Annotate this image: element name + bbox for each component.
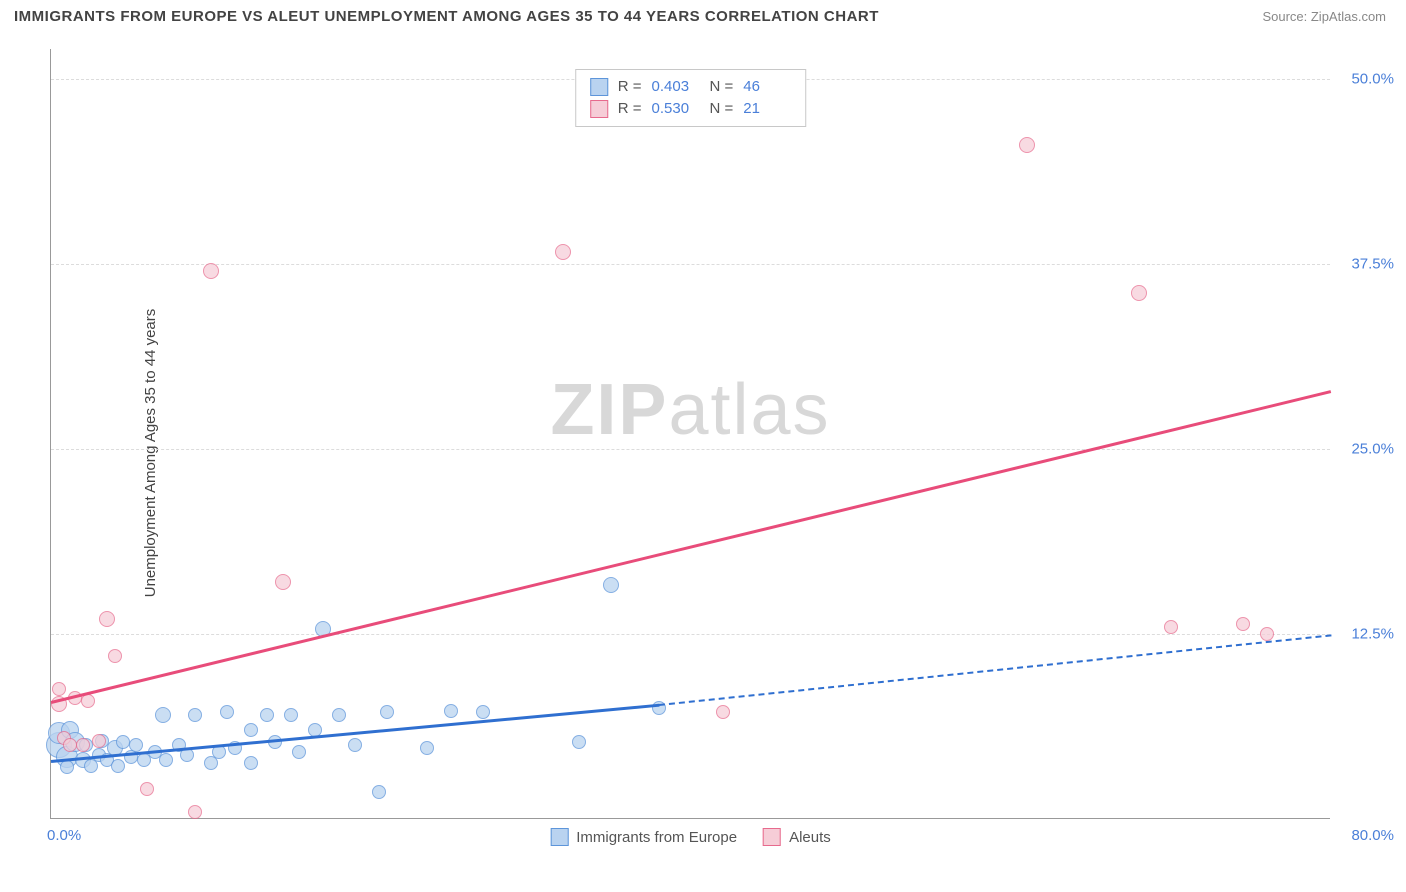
scatter-point bbox=[92, 734, 106, 748]
scatter-point bbox=[180, 748, 194, 762]
scatter-point bbox=[108, 649, 122, 663]
scatter-point bbox=[188, 805, 202, 819]
legend-label: Aleuts bbox=[789, 829, 831, 846]
plot-region: ZIPatlas 12.5%25.0%37.5%50.0%0.0%80.0%R … bbox=[50, 49, 1330, 819]
scatter-point bbox=[332, 708, 346, 722]
scatter-point bbox=[111, 759, 125, 773]
title-bar: IMMIGRANTS FROM EUROPE VS ALEUT UNEMPLOY… bbox=[0, 0, 1406, 29]
corr-n-value: 21 bbox=[743, 98, 791, 120]
scatter-point bbox=[203, 263, 219, 279]
corr-r-value: 0.530 bbox=[652, 98, 700, 120]
scatter-point bbox=[155, 707, 171, 723]
watermark: ZIPatlas bbox=[550, 369, 830, 451]
scatter-point bbox=[348, 738, 362, 752]
scatter-point bbox=[380, 705, 394, 719]
scatter-point bbox=[260, 708, 274, 722]
scatter-point bbox=[1019, 137, 1035, 153]
corr-r-value: 0.403 bbox=[652, 76, 700, 98]
scatter-point bbox=[572, 735, 586, 749]
legend-item: Immigrants from Europe bbox=[550, 828, 737, 846]
legend-label: Immigrants from Europe bbox=[576, 829, 737, 846]
y-tick-label: 12.5% bbox=[1351, 625, 1394, 642]
chart-title: IMMIGRANTS FROM EUROPE VS ALEUT UNEMPLOY… bbox=[14, 8, 879, 25]
gridline bbox=[51, 449, 1330, 450]
scatter-point bbox=[52, 682, 66, 696]
scatter-point bbox=[716, 705, 730, 719]
trend-line bbox=[51, 704, 659, 763]
scatter-point bbox=[76, 738, 90, 752]
scatter-point bbox=[420, 741, 434, 755]
scatter-point bbox=[116, 735, 130, 749]
scatter-point bbox=[476, 705, 490, 719]
scatter-point bbox=[284, 708, 298, 722]
scatter-point bbox=[444, 704, 458, 718]
scatter-point bbox=[1131, 285, 1147, 301]
scatter-point bbox=[555, 244, 571, 260]
scatter-point bbox=[244, 756, 258, 770]
scatter-point bbox=[60, 760, 74, 774]
legend-item: Aleuts bbox=[763, 828, 831, 846]
scatter-point bbox=[99, 611, 115, 627]
source-label: Source: ZipAtlas.com bbox=[1262, 9, 1386, 24]
legend-swatch bbox=[590, 100, 608, 118]
chart-area: Unemployment Among Ages 35 to 44 years Z… bbox=[0, 29, 1406, 877]
scatter-point bbox=[188, 708, 202, 722]
series-legend: Immigrants from Europe Aleuts bbox=[550, 828, 831, 846]
y-tick-label: 50.0% bbox=[1351, 70, 1394, 87]
corr-n-label: N = bbox=[710, 76, 734, 98]
scatter-point bbox=[1260, 627, 1274, 641]
correlation-row: R = 0.530 N = 21 bbox=[590, 98, 792, 120]
legend-swatch bbox=[550, 828, 568, 846]
y-tick-label: 25.0% bbox=[1351, 440, 1394, 457]
scatter-point bbox=[212, 745, 226, 759]
scatter-point bbox=[1236, 617, 1250, 631]
corr-n-label: N = bbox=[710, 98, 734, 120]
watermark-light: atlas bbox=[668, 370, 830, 450]
corr-n-value: 46 bbox=[743, 76, 791, 98]
scatter-point bbox=[292, 745, 306, 759]
watermark-bold: ZIP bbox=[550, 370, 668, 450]
legend-swatch bbox=[763, 828, 781, 846]
correlation-row: R = 0.403 N = 46 bbox=[590, 76, 792, 98]
gridline bbox=[51, 264, 1330, 265]
corr-r-label: R = bbox=[618, 98, 642, 120]
scatter-point bbox=[140, 782, 154, 796]
legend-swatch bbox=[590, 78, 608, 96]
scatter-point bbox=[1164, 620, 1178, 634]
correlation-legend: R = 0.403 N = 46 R = 0.530 N = 21 bbox=[575, 69, 807, 127]
corr-r-label: R = bbox=[618, 76, 642, 98]
x-tick-left: 0.0% bbox=[47, 827, 81, 844]
gridline bbox=[51, 634, 1330, 635]
trend-line-dashed bbox=[659, 634, 1331, 706]
scatter-point bbox=[244, 723, 258, 737]
scatter-point bbox=[129, 738, 143, 752]
x-tick-right: 80.0% bbox=[1351, 827, 1394, 844]
scatter-point bbox=[220, 705, 234, 719]
scatter-point bbox=[603, 577, 619, 593]
y-tick-label: 37.5% bbox=[1351, 255, 1394, 272]
scatter-point bbox=[159, 753, 173, 767]
scatter-point bbox=[275, 574, 291, 590]
scatter-point bbox=[372, 785, 386, 799]
